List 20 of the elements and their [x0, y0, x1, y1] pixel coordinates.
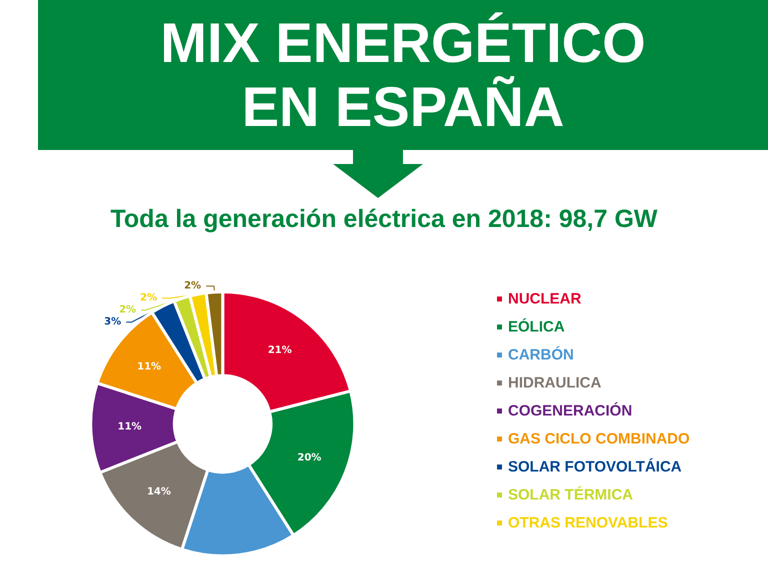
data-label: 2%	[184, 280, 202, 292]
legend-label: CARBÓN	[508, 346, 574, 364]
legend-label: COGENERACIÓN	[508, 402, 632, 420]
legend-label: SOLAR FOTOVOLTÁICA	[508, 458, 682, 476]
legend-label: HIDRAULICA	[508, 374, 602, 392]
data-label: 11%	[118, 421, 142, 432]
legend-label: SOLAR TÉRMICA	[508, 486, 634, 504]
legend-label: GAS CICLO COMBINADO	[508, 430, 690, 448]
data-label: 21%	[268, 344, 292, 356]
legend-label: EÓLICA	[508, 318, 565, 336]
data-label: 20%	[297, 452, 322, 464]
legend-label: OTRAS RENOVABLES	[508, 514, 668, 532]
data-label: 2%	[119, 304, 136, 316]
data-label: 11%	[137, 361, 162, 372]
data-label: 3%	[104, 316, 122, 328]
legend-label: NUCLEAR	[508, 290, 582, 308]
data-label: 14%	[146, 486, 171, 498]
chart-title: MIX ENERGÉTICO EN ESPAÑA	[160, 11, 646, 139]
chart-subtitle: Toda la generación eléctrica en 2018: 98,7 GW	[110, 205, 658, 234]
data-label: 2%	[140, 292, 158, 304]
